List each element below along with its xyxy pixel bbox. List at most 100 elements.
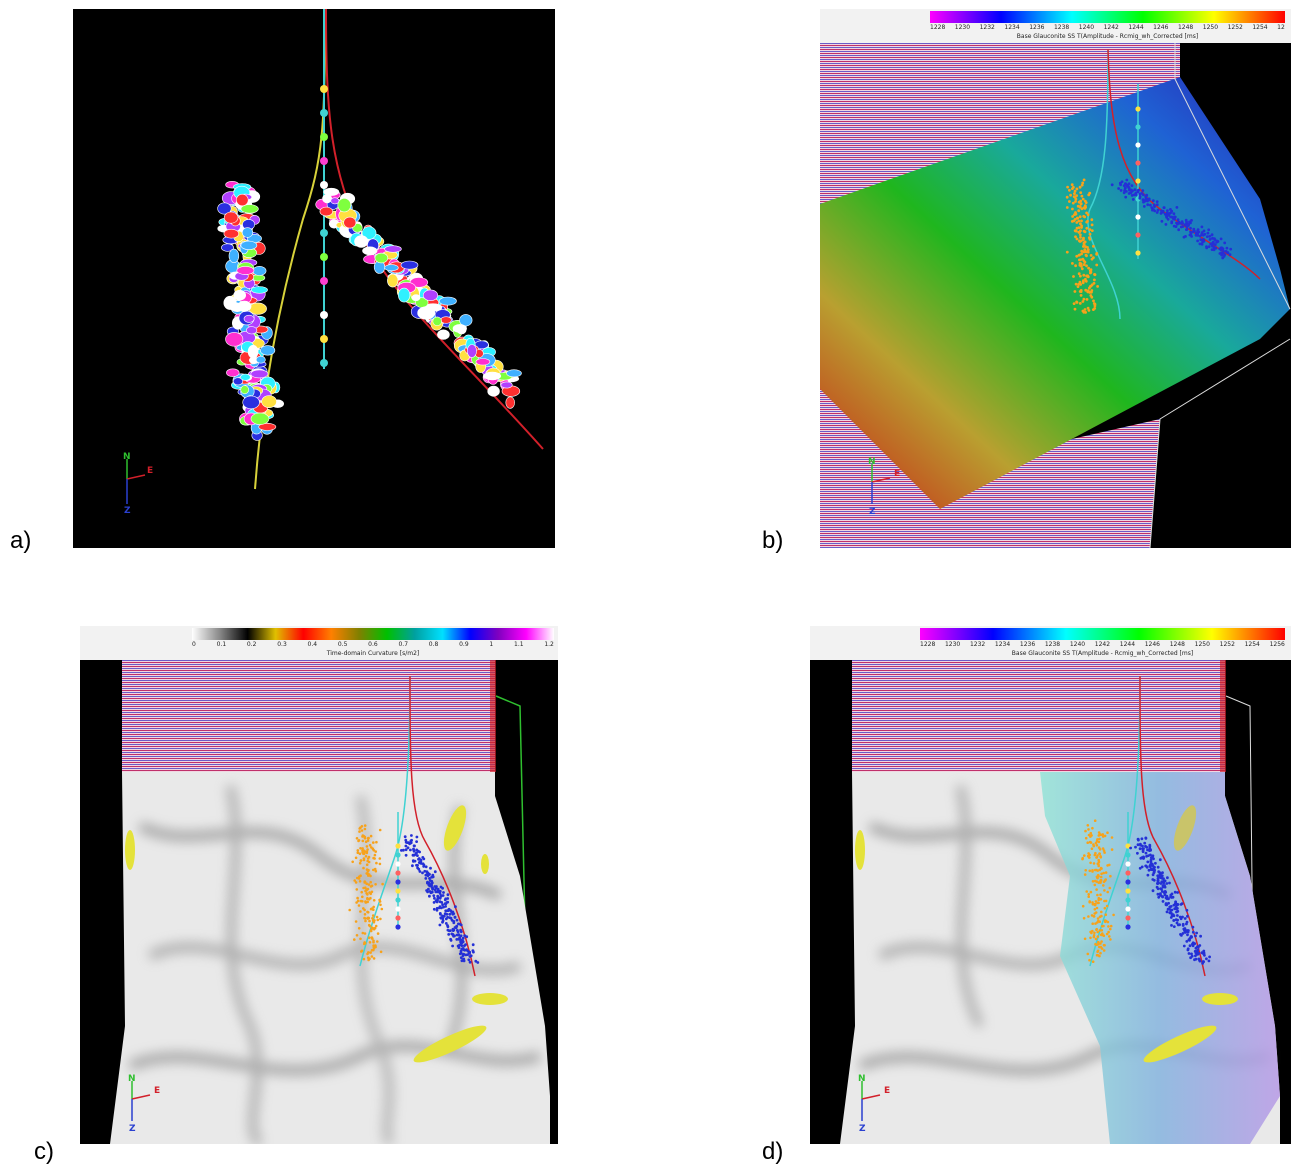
event-dot-orange: [1091, 929, 1094, 933]
event-dot-orange: [1093, 883, 1097, 887]
event-dot-orange: [1079, 294, 1083, 297]
event-dot-blue: [1162, 206, 1166, 210]
event-dot-orange: [1077, 230, 1081, 234]
event-dot-blue: [1168, 911, 1172, 915]
event-disc: [225, 332, 244, 347]
event-dot-orange: [375, 840, 378, 844]
event-dot-blue: [447, 933, 451, 936]
event-dot-blue: [1160, 874, 1164, 878]
event-dot-blue: [1201, 952, 1205, 955]
event-dot-orange: [1090, 218, 1094, 222]
event-dot-orange: [1099, 875, 1103, 879]
event-dot-orange: [1080, 183, 1084, 187]
event-dot-orange: [367, 923, 371, 927]
event-dot-blue: [1194, 946, 1198, 950]
event-dot-blue: [1155, 203, 1159, 207]
event-dot-blue: [436, 897, 440, 900]
event-dot-blue: [417, 861, 421, 864]
event-dot-orange: [364, 840, 368, 843]
event-dot-blue: [1131, 198, 1135, 201]
well-path-cyan: [1089, 675, 1141, 967]
axis-z-label: Z: [129, 1124, 136, 1134]
event-dot-orange: [1094, 841, 1098, 845]
event-dot-blue: [1138, 195, 1142, 199]
event-dot-blue: [412, 844, 416, 848]
event-dot-blue: [1155, 885, 1159, 889]
event-dot-orange: [1098, 920, 1101, 923]
event-dot-blue: [462, 957, 466, 961]
event-dot-orange: [1097, 831, 1101, 834]
event-dot-orange: [361, 931, 365, 935]
stage-marker: [1135, 160, 1141, 166]
event-disc: [243, 314, 255, 323]
event-dot-orange: [355, 837, 359, 840]
event-dot-orange: [1075, 237, 1079, 241]
event-dot-orange: [1068, 200, 1071, 203]
event-dot-blue: [446, 900, 450, 904]
event-dot-orange: [1090, 229, 1094, 233]
event-dot-blue: [1223, 253, 1227, 256]
event-dot-blue: [1210, 248, 1214, 252]
axis-triad: N E Z: [123, 452, 153, 516]
event-dot-orange: [354, 920, 358, 923]
event-dot-orange: [1085, 211, 1088, 215]
stage-marker: [395, 870, 401, 876]
event-dot-orange: [378, 857, 382, 860]
event-dot-orange: [1073, 189, 1077, 193]
event-dot-orange: [1095, 906, 1099, 910]
colorbar-ramp: [920, 628, 1285, 640]
event-dot-orange: [362, 852, 366, 855]
event-dot-orange: [359, 847, 362, 850]
panel-b-time-structure-view: 1228 1230 1232 1234 1236 1238 1240 1242 1244 1246…: [820, 9, 1291, 548]
event-dot-blue: [451, 929, 455, 932]
event-dot-blue: [1165, 882, 1169, 885]
event-dot-blue: [1165, 212, 1169, 215]
event-dot-orange: [372, 899, 376, 902]
event-dot-blue: [410, 834, 413, 837]
event-dot-blue: [1186, 947, 1190, 951]
event-dot-orange: [1092, 862, 1096, 865]
event-dot-blue: [1117, 187, 1120, 190]
colorbar-ticks: 1228 1230 1232 1234 1236 1238 1240 1242 1244 1246…: [920, 641, 1285, 648]
event-dot-blue: [1166, 907, 1170, 911]
event-dot-blue: [444, 917, 448, 921]
event-dot-orange: [1097, 881, 1100, 884]
event-dot-orange: [360, 949, 364, 953]
event-dot-orange: [371, 917, 374, 920]
event-dot-blue: [415, 848, 419, 852]
event-dot-orange: [358, 861, 362, 865]
event-dot-orange: [379, 903, 382, 907]
event-dot-blue: [1141, 850, 1145, 853]
stage-marker: [320, 335, 328, 343]
axis-east-label: E: [894, 469, 900, 479]
stage-marker: [1135, 124, 1141, 130]
event-dot-blue: [1155, 200, 1159, 204]
event-disc: [236, 193, 249, 207]
event-dot-blue: [412, 853, 416, 857]
event-dot-orange: [358, 852, 362, 855]
event-dot-orange: [365, 845, 369, 848]
event-dot-blue: [1167, 901, 1170, 905]
event-dot-blue: [1123, 189, 1126, 192]
event-dot-blue: [428, 877, 431, 880]
event-dot-blue: [1158, 873, 1162, 877]
event-dot-orange: [1079, 236, 1082, 239]
event-dot-orange: [1066, 185, 1069, 189]
event-dot-blue: [457, 922, 460, 926]
event-dot-blue: [1205, 957, 1208, 961]
event-dot-orange: [355, 934, 359, 937]
event-dot-blue: [1207, 245, 1211, 249]
event-dot-orange: [357, 927, 361, 930]
event-dot-blue: [1137, 188, 1140, 192]
event-dot-orange: [372, 856, 375, 860]
event-dot-orange: [1092, 844, 1096, 848]
event-dot-blue: [1166, 876, 1169, 880]
event-dot-orange: [1109, 874, 1112, 878]
axis-north-label: N: [858, 1074, 866, 1084]
event-dot-orange: [1091, 960, 1095, 963]
event-dot-orange: [1074, 211, 1077, 214]
event-dot-orange: [1083, 204, 1087, 208]
event-dot-orange: [1080, 224, 1083, 228]
event-dot-blue: [432, 901, 436, 904]
event-dot-blue: [1161, 871, 1164, 875]
